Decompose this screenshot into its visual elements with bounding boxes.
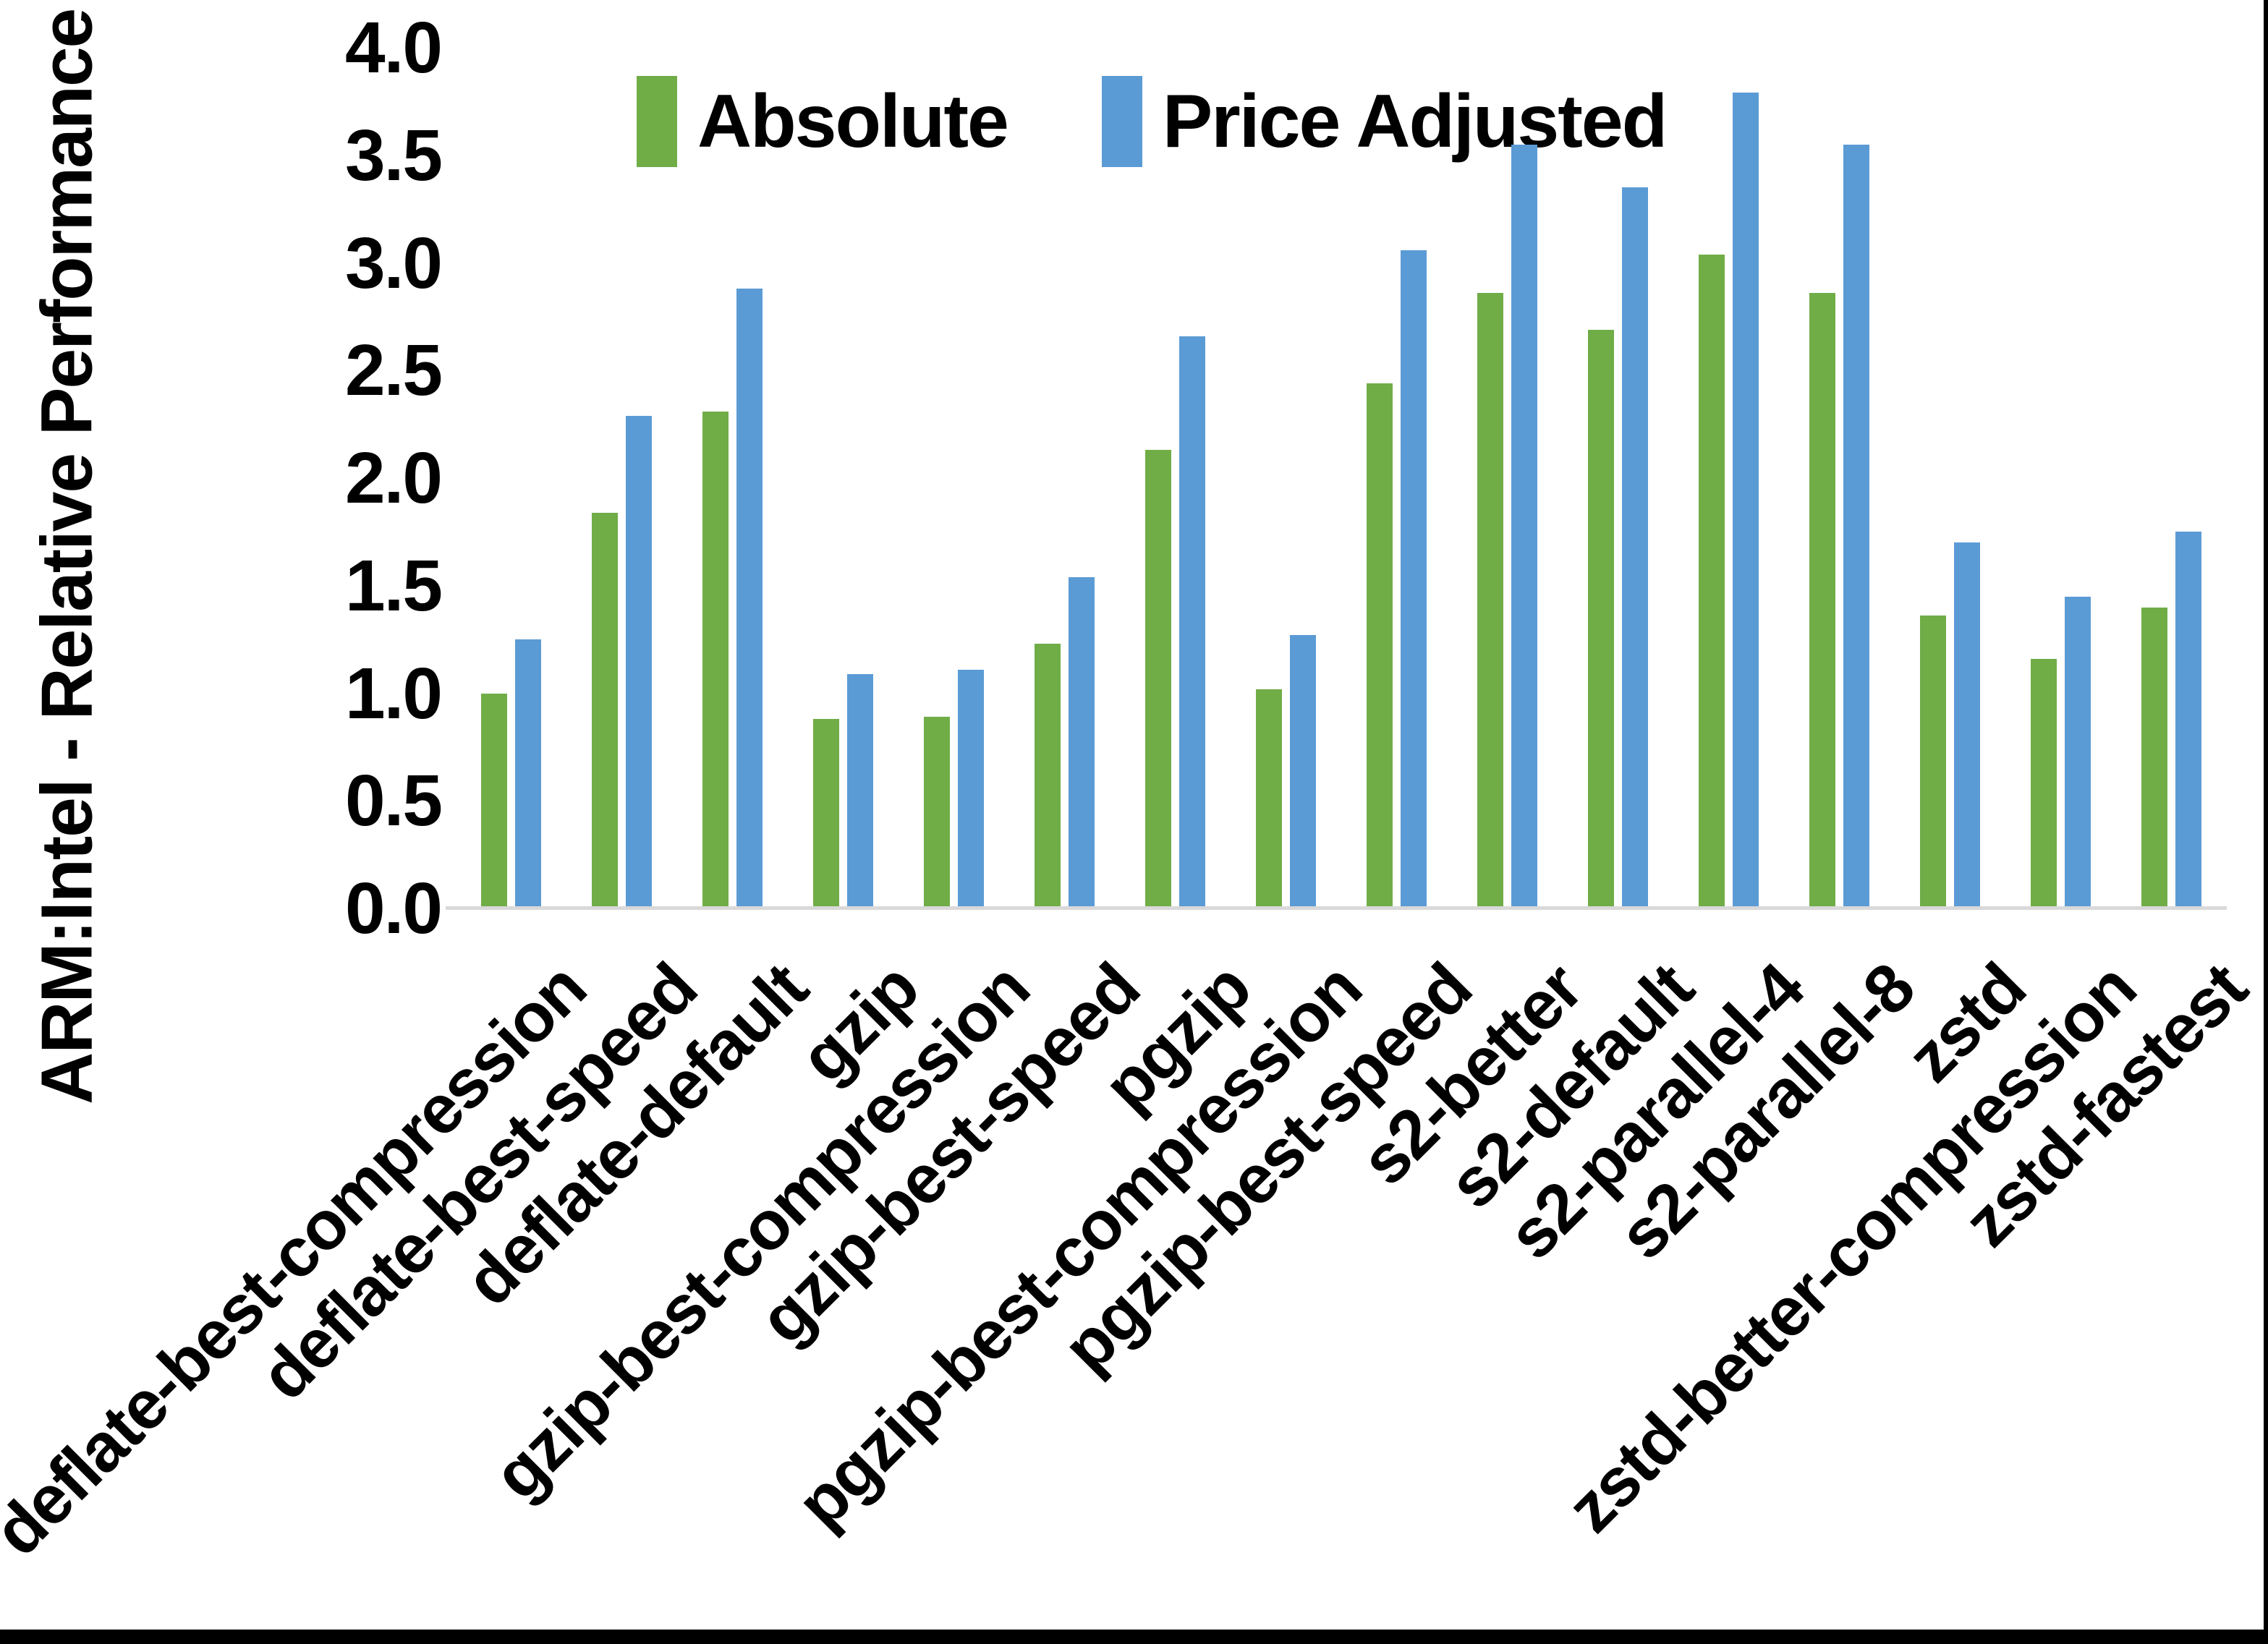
bar [1809,293,1835,908]
bar [1954,542,1980,908]
y-tick-label: 0.0 [344,868,443,949]
y-tick-label: 1.0 [344,652,443,734]
y-tick-label: 1.5 [344,545,443,626]
bar-cluster [899,48,1009,908]
bar [1511,144,1537,908]
y-axis-title: ARM:Intel - Relative Performance [26,9,108,1105]
bar-cluster [1452,48,1563,908]
bar-cluster [1120,48,1231,908]
y-tick-label: 3.5 [344,114,443,196]
bar-cluster [677,48,788,908]
legend-item: Price Adjusted [1101,76,1668,167]
bar [847,673,873,908]
y-tick-label: 2.5 [344,330,443,412]
bar [2175,532,2201,908]
bar [592,512,618,908]
legend: Absolute Price Adjusted [637,64,1668,179]
bar-cluster [788,48,899,908]
legend-swatch-icon [637,76,677,167]
bar [702,411,729,908]
bar-cluster [1009,48,1120,908]
bar-cluster [2005,48,2116,908]
bar [515,639,541,908]
legend-label: Absolute [697,79,1009,163]
bar [958,669,984,908]
y-tick-label: 2.0 [344,438,443,519]
bar [1035,644,1061,908]
legend-swatch-icon [1101,76,1142,167]
y-tick-label: 0.5 [344,760,443,842]
bar [2141,607,2167,908]
bar [1733,93,1759,908]
bar-cluster [1673,48,1784,908]
bar [924,717,950,908]
plot-area [446,48,2227,910]
legend-label: Price Adjusted [1162,79,1668,163]
bar-cluster [1563,48,1673,908]
bar [1145,450,1171,908]
x-axis-line [446,906,2227,910]
bar [1588,329,1614,908]
y-tick-label: 4.0 [344,7,443,88]
bar-cluster [566,48,677,908]
bar-cluster [2116,48,2227,908]
legend-item: Absolute [637,76,1009,167]
bar [2031,658,2057,908]
window-border-right [2264,0,2268,1644]
bar [1699,254,1725,908]
bar [813,719,839,908]
y-tick-label: 3.0 [344,222,443,304]
bar [1256,689,1282,908]
bar [1477,293,1503,908]
bar [1367,383,1393,908]
bar-cluster [1341,48,1452,908]
bar [1622,187,1648,908]
bar [626,415,652,908]
bar [1920,616,1946,908]
bar [1290,635,1316,908]
bar-cluster [456,48,566,908]
bar [1069,576,1095,908]
bar [2065,596,2091,908]
bar [481,693,507,908]
bar [1179,336,1205,908]
bar [736,289,763,908]
bar-cluster [1231,48,1341,908]
bar-cluster [1895,48,2005,908]
bar-cluster [1784,48,1895,908]
window-border-bottom [0,1630,2268,1644]
bar [1843,144,1869,908]
bar [1401,250,1427,908]
